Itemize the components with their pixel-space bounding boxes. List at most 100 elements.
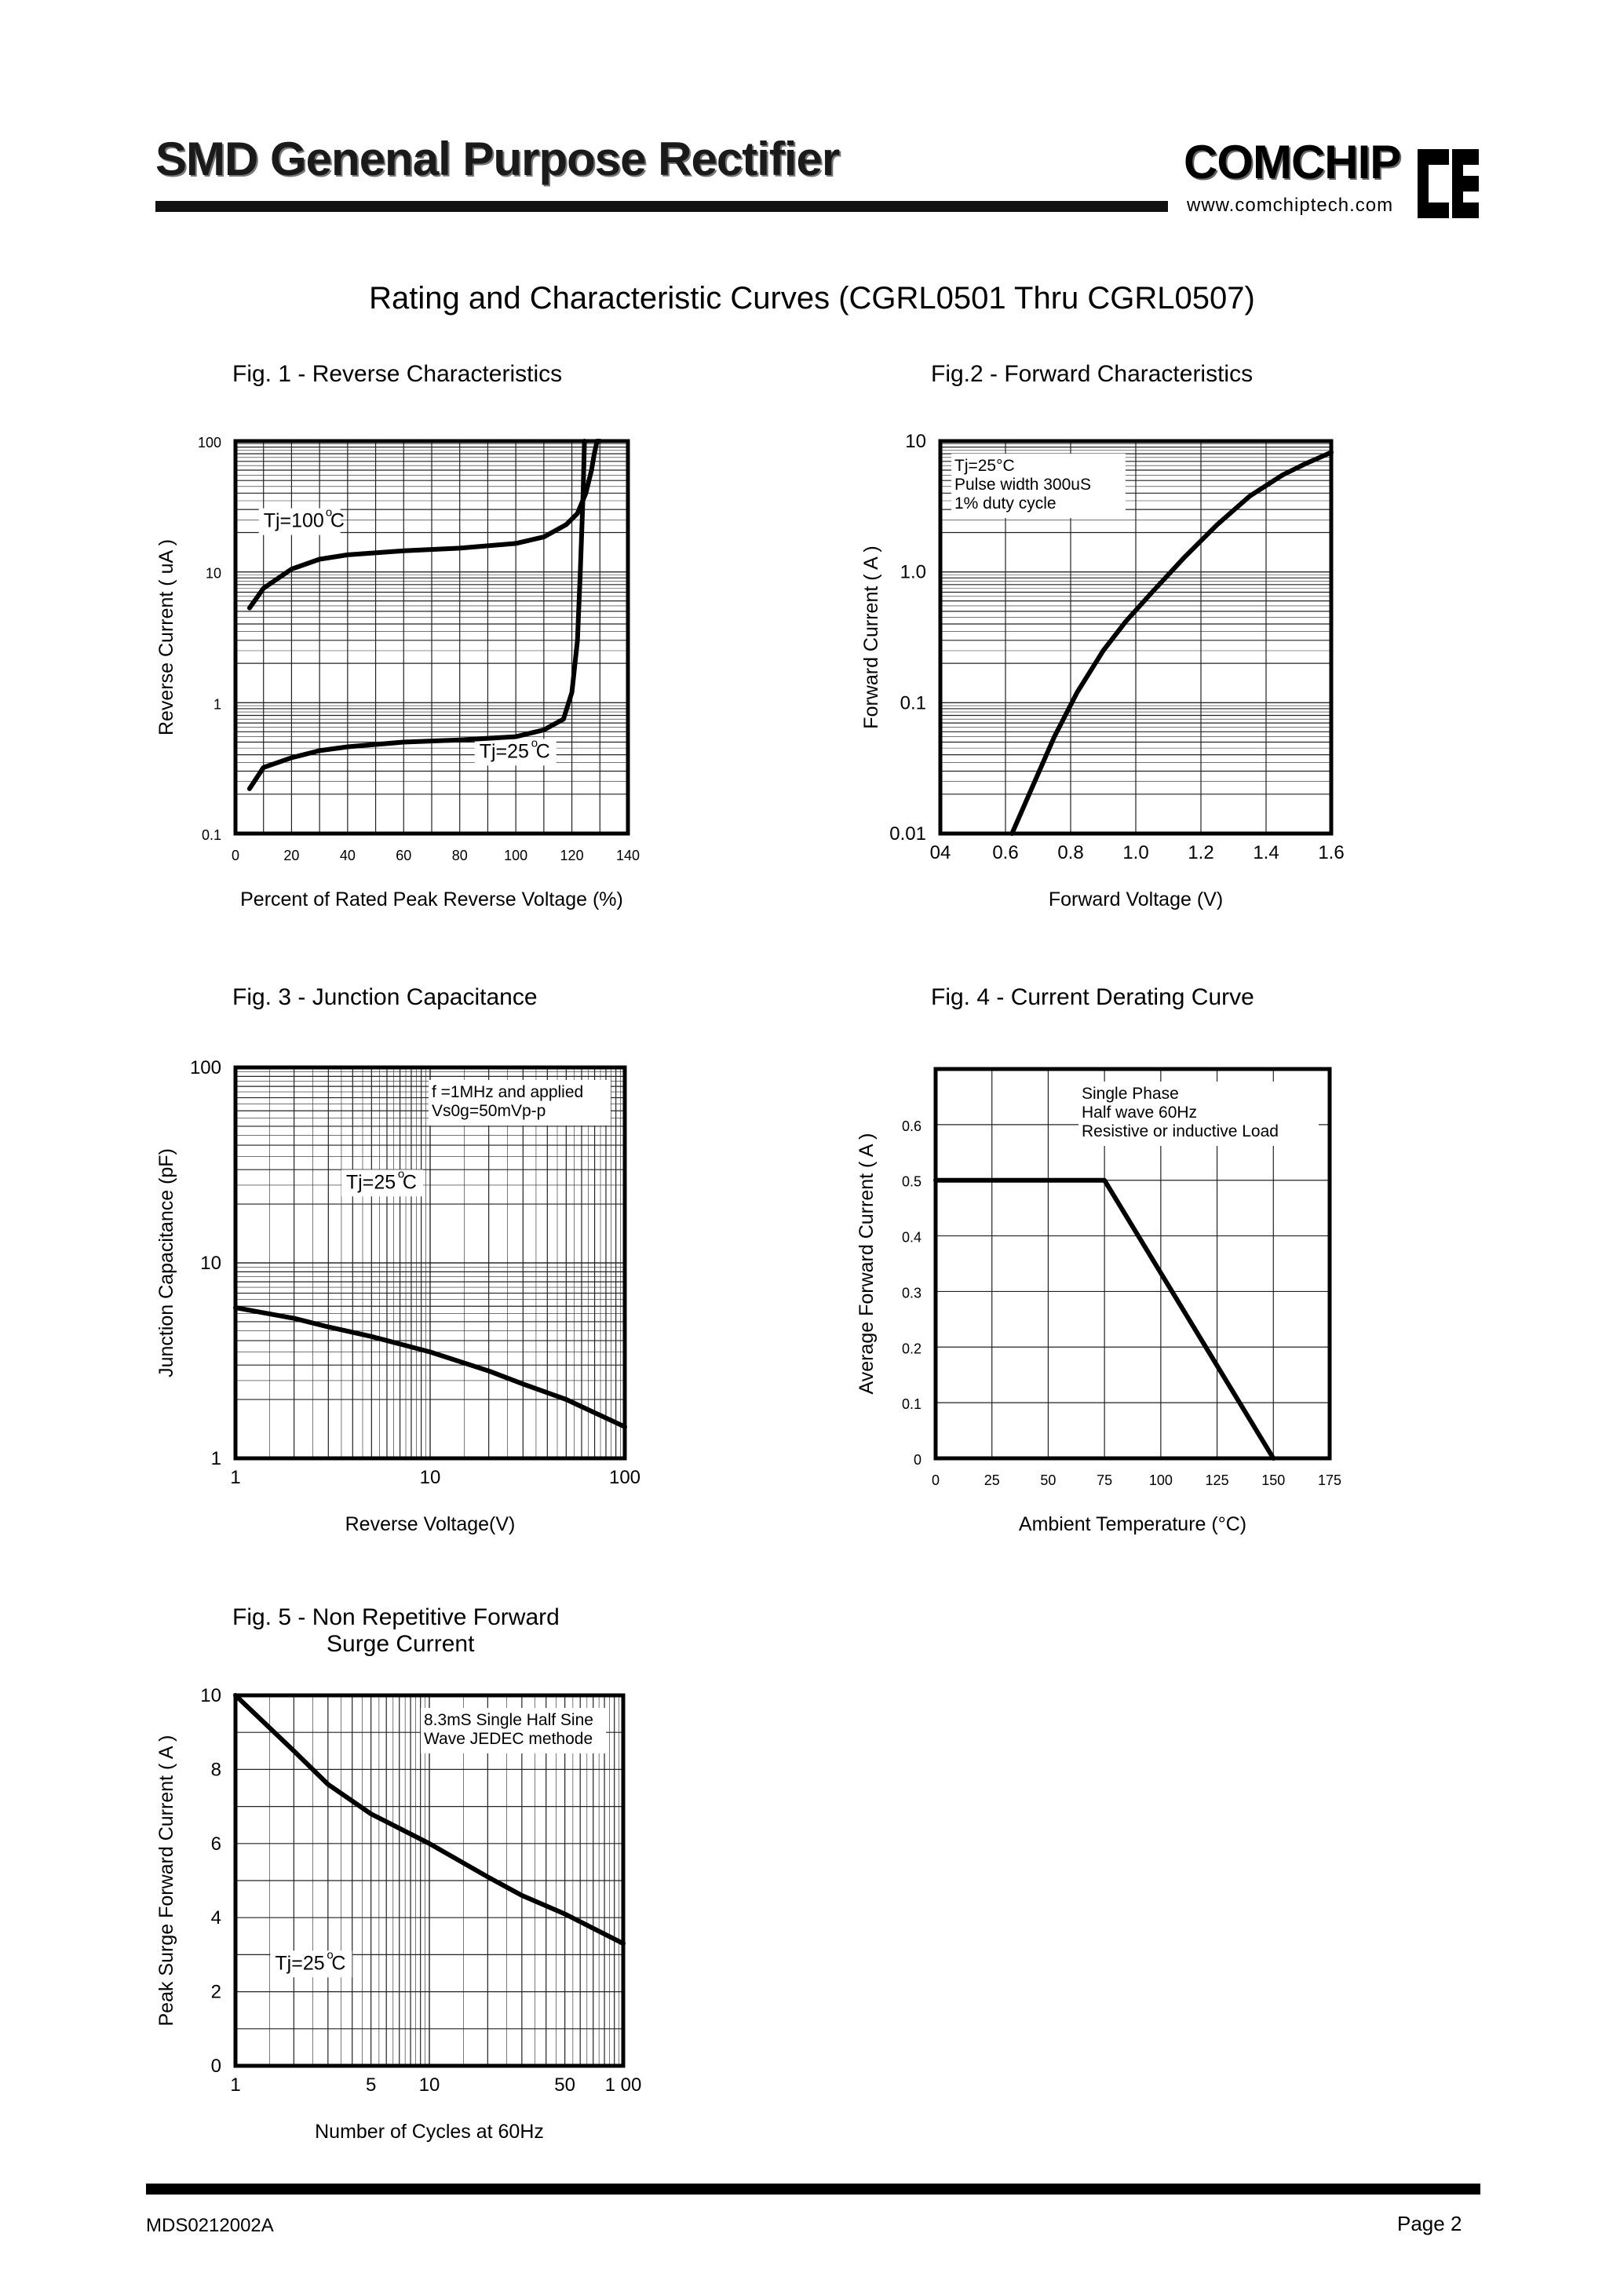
x-tick-label: 1 [230,1467,240,1488]
y-tick-label: 100 [198,435,221,451]
x-tick-label: 0 [232,848,239,863]
annotation-degree: o [326,506,332,520]
y-tick-label: 0.5 [902,1174,921,1190]
y-axis-label: Average Forward Current ( A ) [856,1133,878,1394]
document-title: SMD Genenal Purpose Rectifier [155,133,840,185]
fig1-title: Fig. 1 - Reverse Characteristics [232,361,563,387]
annotation-unit: C [403,1171,417,1193]
annotation-degree: o [398,1167,404,1180]
fig2-title: Fig.2 - Forward Characteristics [931,361,1254,387]
series-line [233,1693,626,1947]
x-tick-label: 120 [560,848,584,863]
brand-mark-icon [1418,149,1479,218]
fig4-title: Fig. 4 - Current Derating Curve [931,984,1254,1010]
fig3-title: Fig. 3 - Junction Capacitance [232,984,538,1010]
y-tick-label: 0 [914,1452,921,1468]
series-line [246,439,587,791]
x-tick-label: 80 [452,848,468,863]
x-axis-label: Percent of Rated Peak Reverse Voltage (%… [240,888,623,910]
y-tick-label: 1 [211,1448,221,1469]
y-tick-label: 0.01 [889,823,926,845]
y-tick-label: 10 [206,566,221,582]
note-text: Resistive or inductive Load [1082,1122,1279,1140]
x-tick-label: 125 [1206,1472,1229,1488]
y-tick-label: 2 [211,1982,221,2003]
series-line [933,1177,1276,1461]
document-id: MDS0212002A [146,2215,274,2236]
x-tick-label: 0.6 [992,842,1018,863]
annotation-degree: o [327,1948,333,1961]
annotation-bg [341,1169,423,1197]
y-tick-label: 6 [211,1833,221,1855]
plot-frame [233,1065,627,1461]
note-box [951,454,1126,518]
footer-rule [146,2184,1480,2195]
x-tick-label: 1.4 [1253,842,1279,863]
plot-frame [233,1693,626,2068]
x-tick-label: 5 [366,2074,376,2096]
fig5-title-line2: Surge Current [327,1631,475,1657]
x-tick-label: 04 [930,842,951,863]
y-tick-label: 0.4 [902,1230,921,1246]
x-tick-label: 1.6 [1318,842,1344,863]
y-tick-label: 10 [200,1685,221,1706]
x-tick-label: 50 [554,2074,575,2096]
grid [235,1067,626,1459]
grid [235,440,629,834]
x-axis-label: Reverse Voltage(V) [345,1513,516,1535]
y-axis-label: Forward Current ( A ) [860,545,882,728]
x-tick-label: 50 [1040,1472,1056,1488]
annotation-unit: C [330,510,345,532]
x-axis-label: Number of Cycles at 60Hz [315,2121,544,2143]
x-tick-label: 100 [1149,1472,1173,1488]
y-tick-label: 8 [211,1759,221,1780]
brand-url: www.comchiptech.com [1187,195,1394,216]
y-tick-label: 1.0 [900,562,926,583]
note-box [1078,1082,1319,1146]
x-axis-label: Forward Voltage (V) [1049,888,1223,910]
x-tick-label: 1 00 [605,2074,642,2096]
y-tick-label: 0.3 [902,1285,921,1301]
note-text: Vs0g=50mVp-p [432,1102,546,1120]
y-axis-label: Reverse Current ( uA ) [155,539,177,735]
x-tick-label: 0.8 [1057,842,1083,863]
page-heading: Rating and Characteristic Curves (CGRL05… [369,281,1255,316]
note-box [421,1708,606,1753]
note-text: Pulse width 300uS [954,476,1091,494]
x-tick-label: 20 [283,848,299,863]
note-text: Wave JEDEC methode [424,1730,593,1748]
series-line [1009,450,1334,836]
x-tick-label: 25 [984,1472,1000,1488]
annotation-bg [270,1950,352,1978]
x-tick-label: 1.0 [1122,842,1148,863]
brand-logo: COMCHIP [1184,136,1401,188]
y-tick-label: 0.1 [900,692,926,713]
x-tick-label: 60 [396,848,411,863]
x-tick-label: 1.2 [1188,842,1213,863]
y-tick-label: 0.2 [902,1341,921,1356]
annotation: Tj=25 [480,740,529,762]
note-text: Tj=25°C [954,457,1015,475]
plot-frame [938,439,1334,836]
plot-frame [233,439,630,836]
x-tick-label: 10 [419,2074,440,2096]
y-axis-label: Peak Surge Forward Current ( A ) [155,1735,177,2027]
note-text: 8.3mS Single Half Sine [424,1711,593,1729]
y-tick-label: 1 [213,696,221,712]
y-tick-label: 0.1 [202,827,221,843]
note-box [429,1080,611,1126]
y-tick-label: 10 [200,1253,221,1274]
x-tick-label: 140 [616,848,640,863]
x-tick-label: 100 [504,848,527,863]
x-tick-label: 10 [420,1467,441,1488]
annotation: Tj=25 [275,1952,324,1974]
x-tick-label: 75 [1097,1472,1112,1488]
x-tick-label: 175 [1318,1472,1341,1488]
y-tick-label: 0.1 [902,1396,921,1412]
